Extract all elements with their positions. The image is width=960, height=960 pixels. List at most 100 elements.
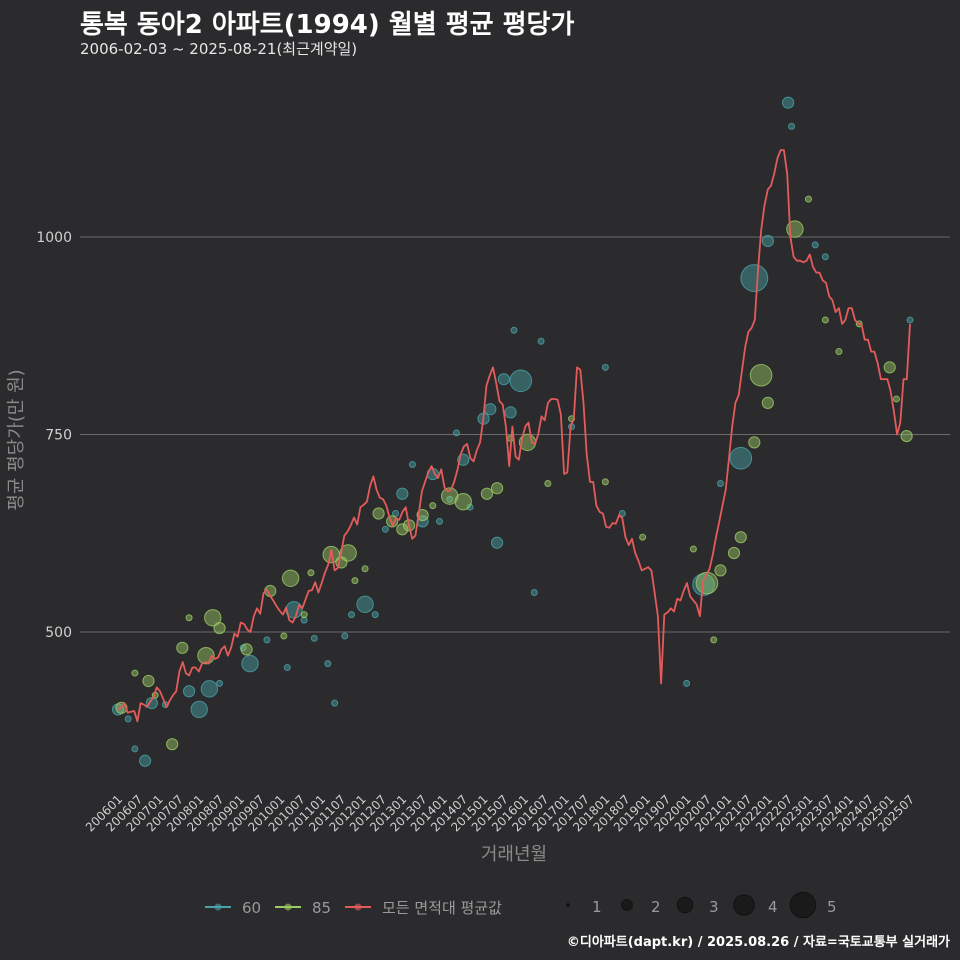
series-85-point-202506	[900, 429, 913, 443]
series-85-point-200708	[176, 641, 189, 654]
series-85-point-201010	[307, 569, 315, 577]
series-85-point-202301	[804, 195, 812, 203]
y-tick-750: 750	[45, 428, 72, 444]
series-60-point-200801	[190, 700, 208, 719]
mean-line-group	[117, 149, 911, 723]
series-60-point-201108	[341, 632, 349, 640]
legend-size-dot-3	[676, 896, 694, 914]
series-85-point-201111	[351, 577, 359, 585]
legend: 60 85 모든 면적대 평균값 1 2 3 4 5	[205, 891, 837, 919]
legend-size-dot-5	[789, 891, 817, 919]
y-axis-label: 평균 평당가(만 원)	[6, 369, 27, 510]
series-60-point-201604	[530, 589, 538, 596]
series-85-point-201008	[300, 611, 308, 619]
legend-size-label-2: 2	[651, 898, 661, 916]
legend-size-dot-2	[621, 899, 633, 911]
series-85-point-202306	[821, 316, 829, 324]
series-60-point-200606	[131, 745, 139, 753]
legend-size-label-5: 5	[827, 898, 837, 916]
series-85-point-201206	[372, 507, 385, 520]
series-85-point-202011	[714, 564, 727, 577]
series-85-point-201004	[281, 569, 300, 587]
series-60-point-201405	[452, 429, 460, 437]
series-60-point-202303	[811, 241, 819, 249]
series-85-point-202109	[748, 436, 761, 449]
series-60-point-201103	[324, 660, 332, 668]
series-85-point-200903	[240, 643, 253, 656]
legend-size-label-3: 3	[709, 898, 719, 916]
series-85-point-200710	[185, 614, 193, 622]
series-60-point-201301	[396, 487, 409, 500]
series-60-point-201011	[310, 634, 318, 642]
series-85-point-200610	[142, 674, 155, 688]
series-60-point-200807	[216, 679, 224, 687]
y-tick-500: 500	[45, 625, 72, 641]
x-axis-label: 거래년월	[481, 844, 547, 865]
grid-lines	[80, 236, 950, 633]
legend-dot-1	[284, 903, 292, 911]
series-85-point-201812	[639, 533, 647, 541]
legend-label-2: 모든 면적대 평균값	[382, 899, 502, 917]
series-60-point-202011	[716, 479, 724, 487]
series-60-point-201409	[466, 503, 474, 511]
series-60-point-201801	[601, 363, 609, 371]
series-60-point-202306	[821, 253, 829, 261]
series-85-point-202501	[883, 361, 896, 374]
series-60-point-201507	[497, 373, 510, 386]
series-85-point-202103	[727, 546, 741, 560]
series-85-point-201310	[429, 502, 437, 510]
series-60-point-201105	[331, 699, 339, 707]
series-85-point-202201	[761, 396, 774, 409]
series-60-point-202201	[761, 234, 774, 248]
chart-title: 통복 동아2 아파트(1994) 월별 평균 평당가	[80, 10, 575, 40]
series-85-point-202003	[689, 545, 697, 553]
legend-dot-2	[354, 903, 362, 911]
series-60-point-200710	[182, 685, 196, 698]
series-60-point-202507	[906, 316, 914, 324]
series-60-point-202207	[782, 96, 795, 109]
series-60-point-201503	[484, 403, 497, 416]
series-85-point-202009	[710, 636, 718, 644]
series-85-point-202503	[892, 395, 900, 403]
series-60-point-200609	[138, 754, 152, 767]
x-tick-labels: 2006012006072007012007072008012008072009…	[83, 792, 917, 834]
legend-size-dot-4	[733, 894, 755, 916]
legend-dot-0	[214, 903, 222, 911]
series-60-point-202109	[740, 264, 769, 292]
legend-size-label-1: 1	[592, 898, 602, 916]
series-85-point-201505	[490, 482, 504, 495]
series-85-point-201801	[601, 478, 609, 486]
series-60-point-201202	[356, 595, 374, 614]
series-85-point-202105	[734, 531, 747, 544]
series-60-point-202105	[729, 446, 753, 470]
series-60-point-200909	[263, 636, 271, 644]
series-85-point-201403	[440, 487, 459, 505]
series-60-point-201208	[381, 525, 389, 533]
footer-credit: ©디아파트(dapt.kr) / 2025.08.26 / 자료=국토교통부 실…	[566, 935, 950, 950]
series-60-point-201312	[436, 517, 444, 525]
series-60-point-201403	[446, 495, 454, 503]
series-60-point-201806	[618, 510, 626, 517]
series-85-point-201407	[454, 492, 472, 511]
series-60-point-202208	[788, 122, 796, 130]
series-85-point-202310	[835, 348, 843, 356]
legend-size-dot-1	[566, 903, 570, 907]
chart-subtitle: 2006-02-03 ~ 2025-08-21(최근계약일)	[80, 40, 358, 58]
series-60-point-201003	[283, 664, 291, 672]
series-85-point-200606	[131, 669, 139, 677]
series-60-point-200904	[241, 654, 259, 673]
series-85-point-200705	[166, 738, 179, 751]
series-85-points	[115, 195, 913, 751]
series-85-point-201502	[480, 487, 494, 500]
legend-label-0: 60	[242, 899, 261, 917]
y-tick-1000: 1000	[36, 230, 72, 246]
series-60-point-200604	[124, 715, 132, 723]
series-85-point-200807	[213, 621, 226, 635]
series-85-point-200805	[204, 609, 222, 627]
series-60-point-201304	[408, 461, 416, 469]
series-85-point-202111	[749, 363, 773, 387]
series-60-point-202001	[683, 679, 691, 687]
legend-size-label-4: 4	[768, 898, 778, 916]
series-60-point-200611	[145, 697, 158, 710]
